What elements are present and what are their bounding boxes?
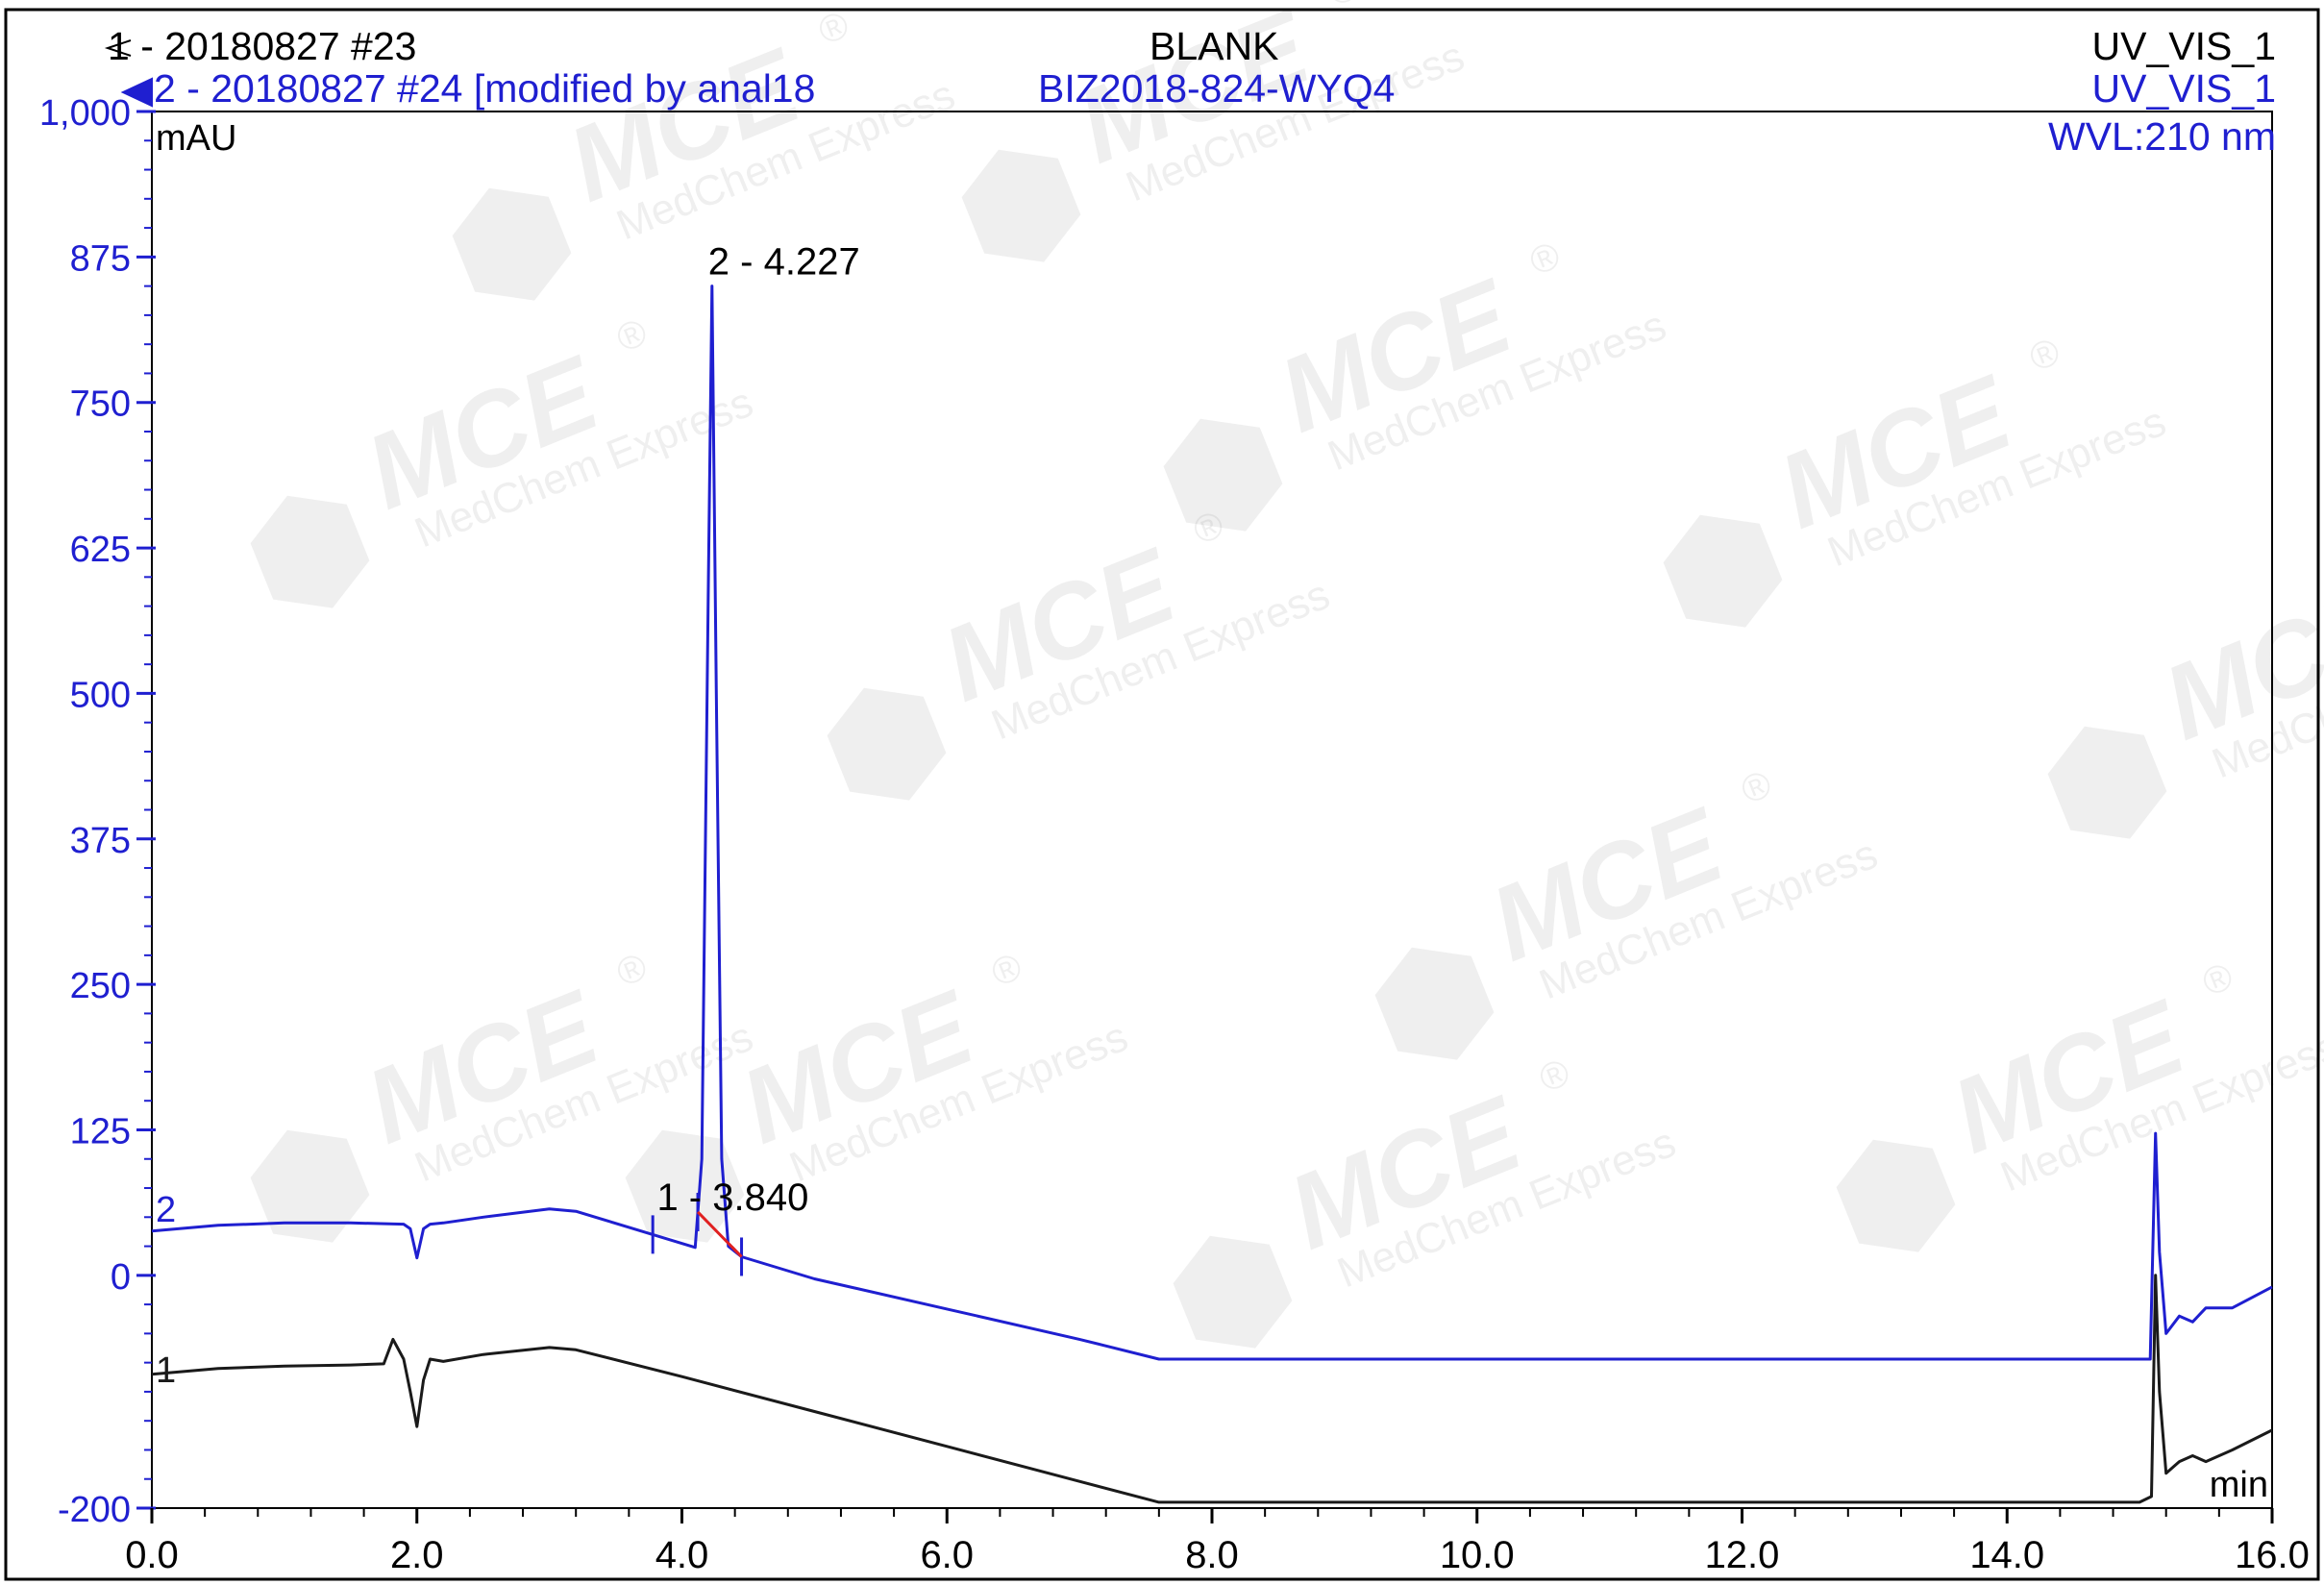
trace1-arrow-icon <box>104 39 132 57</box>
watermark-logo-icon <box>1173 1235 1293 1349</box>
trace1-channel: UV_VIS_1 <box>2091 24 2276 68</box>
watermark-registered-mark: ® <box>1735 762 1777 812</box>
y-tick-label: 125 <box>70 1111 131 1152</box>
x-tick-label: 0.0 <box>125 1534 179 1576</box>
series-line-2 <box>151 285 2273 1361</box>
y-tick-label: 250 <box>70 966 131 1006</box>
trace2-arrow-icon <box>120 77 153 108</box>
watermark-registered-mark: ® <box>985 945 1027 995</box>
peak-label: 2 - 4.227 <box>708 241 860 284</box>
watermark-logo-icon <box>1163 418 1283 532</box>
peak-baseline <box>696 1210 743 1258</box>
x-tick-label: 14.0 <box>1969 1534 2044 1576</box>
watermark-logo-icon <box>961 149 1081 262</box>
watermark-logo-icon <box>250 1129 370 1243</box>
x-tick-label: 12.0 <box>1705 1534 1780 1576</box>
x-axis-unit-label: min <box>2210 1465 2268 1505</box>
trace2-label: 2 - 20180827 #24 [modified by anal18 <box>154 66 816 111</box>
y-tick-label: 375 <box>70 821 131 861</box>
y-tick-label: 625 <box>70 530 131 570</box>
trace2-sample-name: BIZ2018-824-WYQ4 <box>1038 66 1396 111</box>
y-tick-label: 0 <box>111 1257 131 1298</box>
annotations: 1 2 1 - 3.840 2 - 4.227 <box>104 39 860 1391</box>
watermark-registered-mark: ® <box>610 310 653 360</box>
x-tick-label: 8.0 <box>1185 1534 1239 1576</box>
watermark-registered-mark: ® <box>2196 954 2238 1004</box>
trace1-sample-name: BLANK <box>1150 24 1279 68</box>
y-axis-unit-label: mAU <box>156 118 236 159</box>
watermark-logo-icon <box>1663 514 1783 628</box>
y-tick-label: 500 <box>70 675 131 715</box>
wavelength-label: WVL:210 nm <box>2048 114 2276 159</box>
watermark-logo-icon <box>2047 726 2167 839</box>
x-tick-label: 10.0 <box>1440 1534 1515 1576</box>
watermark-registered-mark: ® <box>1322 0 1364 14</box>
watermark-logo-icon <box>1836 1139 1956 1252</box>
x-tick-label: 2.0 <box>390 1534 444 1576</box>
trace1-label: 1 - 20180827 #23 <box>108 24 417 68</box>
x-tick-label: 4.0 <box>655 1534 709 1576</box>
watermark-registered-mark: ® <box>1533 1051 1575 1101</box>
trace-number-label: 2 <box>156 1190 176 1230</box>
series-layer <box>151 285 2273 1504</box>
y-tick-label: 1,000 <box>39 93 131 134</box>
trace2-channel: UV_VIS_1 <box>2091 66 2276 111</box>
peak-label: 1 - 3.840 <box>656 1176 808 1219</box>
x-tick-label: 6.0 <box>920 1534 974 1576</box>
outer-border <box>4 8 2320 1581</box>
watermark-logo-icon <box>452 187 572 301</box>
x-tick-label: 16.0 <box>2235 1534 2310 1576</box>
axes: -200 0 125 250 375 500 625 750 875 1,000 0.0 2.0 4.0… <box>4 8 2320 1581</box>
y-tick-label: -200 <box>58 1490 131 1530</box>
watermark-logo-icon <box>827 687 947 801</box>
watermark-logo-icon <box>625 1129 745 1243</box>
y-tick-label: 750 <box>70 384 131 425</box>
watermark-registered-mark: ® <box>2023 330 2065 380</box>
watermark-logo-icon <box>250 495 370 608</box>
trace-number-label: 1 <box>156 1350 176 1391</box>
series-line-1 <box>151 1274 2273 1504</box>
watermark-logo-icon <box>1374 947 1495 1060</box>
watermark-registered-mark: ® <box>610 945 653 995</box>
y-tick-label: 875 <box>70 238 131 279</box>
watermark-registered-mark: ® <box>1523 234 1566 284</box>
